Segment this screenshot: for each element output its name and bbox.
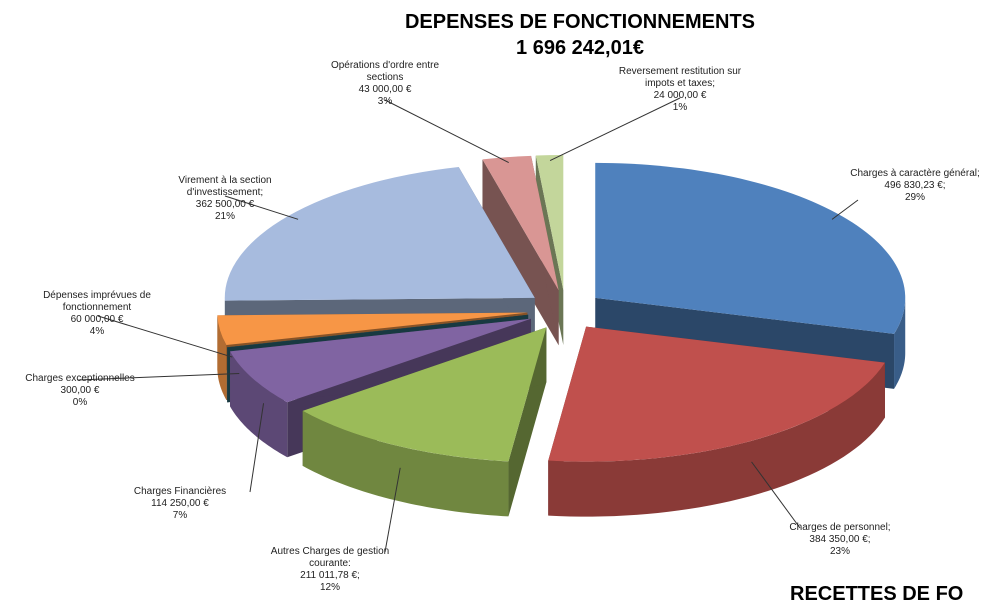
label-percent: 4% <box>89 326 105 337</box>
label-name: Charges Financières <box>133 486 227 497</box>
label-name: Charges de personnel; <box>789 522 891 533</box>
slice-label: Charges exceptionnelles 300,00 €0% <box>15 373 145 409</box>
leader-line <box>831 199 859 220</box>
leader-line <box>751 461 801 529</box>
leader-line <box>384 99 509 163</box>
footer-text: RECETTES DE FO <box>790 583 963 605</box>
label-value: 24 000,00 € <box>653 90 707 101</box>
leader-line <box>249 403 265 493</box>
slice <box>302 327 547 462</box>
slice-wall <box>302 410 509 517</box>
label-percent: 7% <box>172 510 188 521</box>
slice-label: Charges Financières 114 250,00 €7% <box>115 486 245 522</box>
label-percent: 23% <box>829 546 850 557</box>
slice-label: Opérations d'ordre entre sections 43 000,… <box>320 60 450 108</box>
slice-side <box>482 159 559 346</box>
leader-line <box>549 97 681 161</box>
label-value: 211 011,78 €; <box>300 570 360 581</box>
slice <box>224 167 535 301</box>
slice <box>535 155 564 291</box>
chart-subtitle: 1 696 242,01€ <box>516 37 644 59</box>
label-percent: 0% <box>72 397 88 408</box>
slice-label: Charges à caractère général; 496 830,23 €… <box>850 168 980 204</box>
label-value: 43 000,00 € <box>358 84 412 95</box>
label-percent: 3% <box>377 96 393 107</box>
label-value: 496 830,23 €; <box>884 180 946 191</box>
leaders <box>77 97 859 553</box>
label-percent: 29% <box>904 192 925 203</box>
chart-title: DEPENSES DE FONCTIONNEMENTS <box>405 11 755 33</box>
label-name: Reversement restitution sur impots et ta… <box>618 66 742 89</box>
label-percent: 21% <box>214 211 235 222</box>
slice <box>217 312 528 346</box>
label-value: 60 000,00 € <box>70 314 124 325</box>
slice <box>595 162 906 334</box>
leader-line <box>384 467 401 553</box>
label-name: Dépenses imprévues de fonctionnement <box>43 290 151 313</box>
label-name: Charges exceptionnelles <box>25 373 135 384</box>
leader-line <box>224 195 299 220</box>
label-name: Virement à la section d'investissement; <box>178 175 272 198</box>
slice-label: Charges de personnel; 384 350,00 €; 23% <box>775 522 905 558</box>
slice <box>230 318 531 403</box>
label-name: Autres Charges de gestion courante: <box>270 546 390 569</box>
slice-label: Virement à la section d'investissement; 3… <box>160 175 290 223</box>
slice-wall <box>548 362 885 517</box>
leader-line <box>97 315 233 358</box>
slice <box>548 326 885 462</box>
slice-wall <box>230 351 288 458</box>
slice-wall <box>217 315 227 401</box>
label-value: 384 350,00 €; <box>809 534 871 545</box>
slice-label: Reversement restitution sur impots et ta… <box>615 66 745 114</box>
label-name: Opérations d'ordre entre sections <box>330 60 440 83</box>
label-percent: 1% <box>672 102 688 113</box>
label-value: 362 500,00 € <box>195 199 255 210</box>
slice <box>482 155 559 291</box>
label-name: Charges à caractère général; <box>850 168 980 179</box>
leader-line <box>77 372 240 381</box>
slice-label: Autres Charges de gestion courante: 211 0… <box>265 546 395 594</box>
label-value: 114 250,00 € <box>151 498 209 509</box>
pie <box>217 155 906 517</box>
slice-wall <box>894 297 906 389</box>
slice <box>227 314 529 348</box>
slice-label: Dépenses imprévues de fonctionnement 60 0… <box>32 290 162 338</box>
label-percent: 12% <box>319 582 340 593</box>
label-value: 300,00 € <box>60 385 100 396</box>
